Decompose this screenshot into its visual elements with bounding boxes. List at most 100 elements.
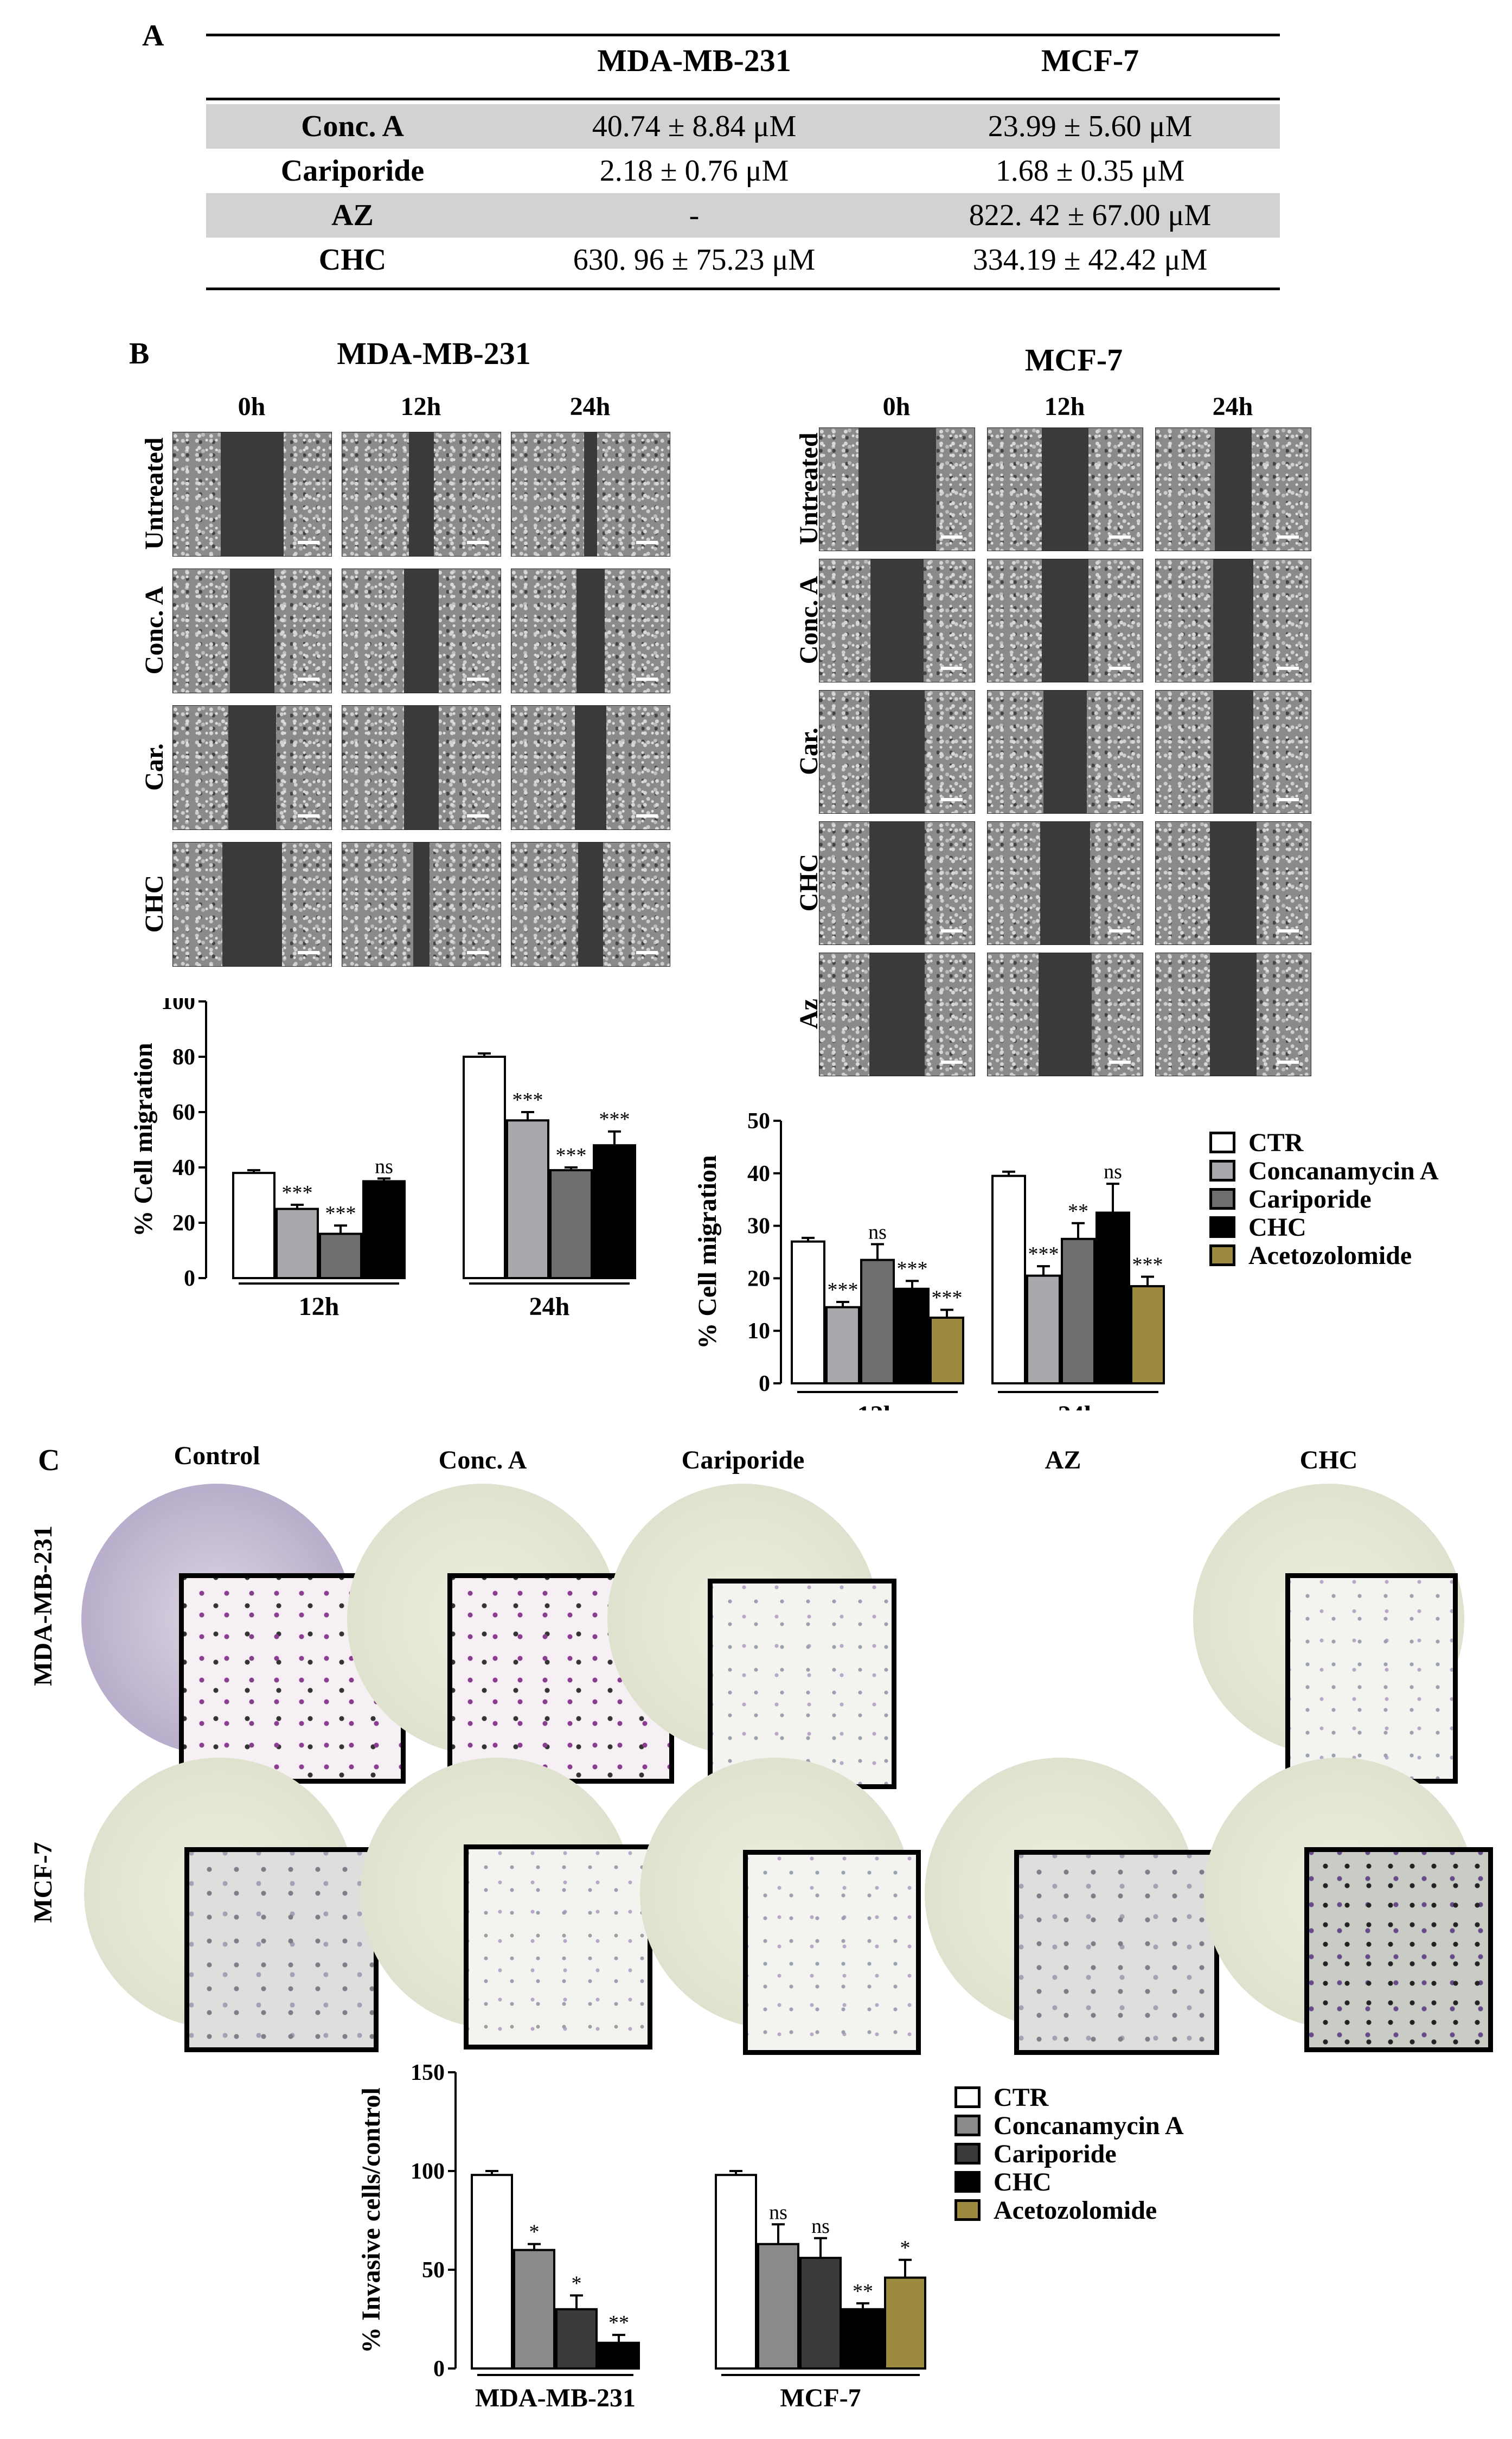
bar	[593, 1144, 636, 1280]
wound-gap	[1040, 822, 1090, 944]
y-axis-label: % Cell migration	[129, 1043, 158, 1236]
scratch-micrograph	[172, 842, 332, 967]
bar	[598, 2341, 640, 2370]
wound-gap	[858, 428, 936, 551]
wound-gap	[584, 432, 597, 556]
wound-gap	[574, 706, 607, 829]
wound-gap	[413, 842, 430, 966]
scratch-micrograph	[172, 569, 332, 693]
significance-label: ***	[828, 1279, 858, 1301]
magnified-inset	[743, 1850, 921, 2055]
significance-label: ns	[811, 2215, 830, 2238]
scale-bar	[1109, 667, 1131, 670]
magnified-inset	[1014, 1850, 1219, 2055]
legend-label: Cariporide	[994, 2139, 1117, 2168]
wound-gap	[1214, 428, 1252, 551]
panel-b-mcf-title: MCF-7	[1024, 342, 1123, 378]
wound-gap	[870, 559, 924, 682]
bar	[555, 2308, 598, 2370]
scale-bar	[941, 929, 963, 933]
scratch-micrograph	[511, 432, 670, 557]
scale-bar	[298, 541, 319, 544]
y-tick-label: 20	[747, 1266, 770, 1291]
condition-label: AZ	[1045, 1446, 1081, 1474]
treatment-label: Untreated	[140, 437, 169, 550]
legend-item: CHC	[1209, 1213, 1306, 1242]
time-label: 12h	[400, 392, 441, 421]
treatment-label: Car.	[140, 743, 169, 791]
scratch-micrograph	[511, 705, 670, 830]
table-header-rule	[206, 98, 1280, 100]
wound-gap	[222, 842, 283, 966]
cell-mcf: 1.68 ± 0.35 μM	[995, 154, 1185, 188]
scale-bar	[467, 678, 489, 681]
row-label-mda: MDA-MB-231	[29, 1525, 57, 1686]
scratch-micrograph	[1155, 690, 1311, 814]
wound-gap	[869, 822, 925, 944]
treatment-label: Conc. A	[140, 586, 169, 675]
scale-bar	[1109, 929, 1131, 933]
bar	[930, 1317, 964, 1384]
scratch-micrograph	[342, 705, 501, 830]
bar	[319, 1233, 362, 1279]
time-label: 24h	[569, 392, 611, 421]
bar	[232, 1172, 276, 1280]
wound-gap	[1042, 559, 1088, 682]
scale-bar	[298, 951, 319, 954]
y-tick-label: 80	[172, 1045, 195, 1070]
scale-bar	[636, 814, 658, 818]
bar	[1026, 1274, 1061, 1384]
scale-bar	[1277, 535, 1299, 539]
condition-label: Cariporide	[681, 1446, 805, 1474]
legend-swatch	[954, 2143, 981, 2165]
bar	[791, 1240, 825, 1384]
wound-gap	[408, 432, 434, 556]
scale-bar	[467, 541, 489, 544]
legend-item: CTR	[954, 2083, 1048, 2112]
y-tick-label: 150	[411, 2060, 445, 2085]
scale-bar	[941, 1061, 963, 1064]
wound-gap	[403, 706, 439, 829]
group-label: 24h	[529, 1292, 570, 1321]
y-tick-label: 40	[747, 1161, 770, 1186]
significance-label: ns	[375, 1155, 393, 1178]
legend-swatch	[1209, 1216, 1235, 1238]
scale-bar	[1277, 798, 1299, 801]
row-name: Cariporide	[280, 154, 425, 188]
y-tick-label: 50	[422, 2258, 445, 2283]
legend-swatch	[1209, 1188, 1235, 1210]
wound-gap	[1210, 953, 1257, 1076]
group-label: 12h	[299, 1292, 339, 1321]
panel-b-mda-title: MDA-MB-231	[337, 336, 531, 371]
scale-bar	[941, 667, 963, 670]
legend-swatch	[954, 2086, 981, 2108]
table-row: Conc. A 40.74 ± 8.84 μM 23.99 ± 5.60 μM	[206, 104, 1280, 149]
scale-bar	[467, 814, 489, 818]
y-tick-label: 0	[184, 1266, 195, 1291]
time-label: 0h	[882, 392, 911, 421]
group-label: MDA-MB-231	[475, 2384, 636, 2412]
scratch-micrograph	[819, 690, 975, 814]
scratch-micrograph	[987, 821, 1143, 945]
scale-bar	[1277, 667, 1299, 670]
y-tick-label: 10	[747, 1319, 770, 1344]
bar	[1095, 1211, 1130, 1384]
chart-migration-mda: 0 20 40 60 80 100 % Cell migration *** *** ns 12h *…	[129, 998, 636, 1321]
significance-label: ***	[1132, 1253, 1163, 1276]
scale-bar	[636, 678, 658, 681]
time-label: 12h	[1044, 392, 1085, 421]
cell-mda: 2.18 ± 0.76 μM	[599, 154, 789, 188]
scale-bar	[636, 951, 658, 954]
panel-c-letter: C	[38, 1444, 60, 1477]
magnified-inset	[184, 1847, 379, 2052]
scratch-micrograph	[1155, 953, 1311, 1076]
legend-item: CHC	[954, 2168, 1052, 2197]
y-tick-label: 40	[172, 1155, 195, 1180]
y-tick-label: 0	[433, 2357, 445, 2381]
cell-mcf: 334.19 ± 42.42 μM	[972, 243, 1208, 277]
bar	[276, 1208, 319, 1279]
scratch-micrograph	[511, 842, 670, 967]
legend-label: Concanamycin A	[1248, 1156, 1439, 1185]
significance-label: ***	[932, 1286, 963, 1309]
scale-bar	[1277, 1061, 1299, 1064]
